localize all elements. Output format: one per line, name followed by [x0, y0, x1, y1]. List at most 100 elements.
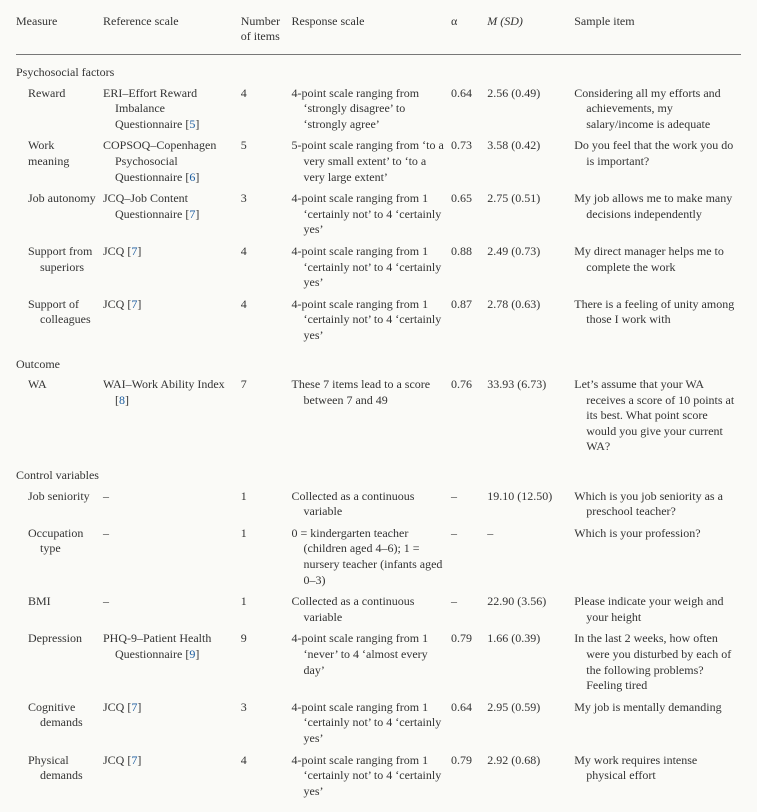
cell-measure: Job seniority: [16, 486, 103, 523]
cell-reference: –: [103, 591, 241, 628]
cell-response: These 7 items lead to a score between 7 …: [292, 374, 452, 458]
cell-items: 1: [241, 486, 292, 523]
cell-items: 4: [241, 294, 292, 347]
cell-sample: In the last 2 weeks, how often were you …: [574, 628, 741, 696]
col-msd: M (SD): [487, 10, 574, 55]
cell-alpha: 0.79: [451, 628, 487, 696]
section-control: Control variables: [16, 458, 741, 486]
cell-measure: WA: [16, 374, 103, 458]
cell-items: 3: [241, 697, 292, 750]
cell-sample: Let’s assume that your WA receives a sco…: [574, 374, 741, 458]
cell-reference: COPSOQ–Copenhagen Psychosocial Questionn…: [103, 135, 241, 188]
cell-measure: Support from superiors: [16, 241, 103, 294]
col-alpha: α: [451, 10, 487, 55]
cell-sample: My job allows me to make many decisions …: [574, 188, 741, 241]
cell-measure: BMI: [16, 591, 103, 628]
cell-measure: Reward: [16, 83, 103, 136]
cell-alpha: –: [451, 523, 487, 591]
cell-measure: Cognitive demands: [16, 697, 103, 750]
cell-items: 4: [241, 241, 292, 294]
measures-table: Measure Reference scale Number of items …: [16, 10, 741, 802]
col-measure: Measure: [16, 10, 103, 55]
cell-response: 0 = kindergarten teacher (children aged …: [292, 523, 452, 591]
table-row: Job autonomy JCQ–Job Content Questionnai…: [16, 188, 741, 241]
cell-measure: Support of colleagues: [16, 294, 103, 347]
cell-items: 1: [241, 523, 292, 591]
table-row: WA WAI–Work Ability Index [8] 7 These 7 …: [16, 374, 741, 458]
cell-reference: –: [103, 523, 241, 591]
cell-reference: WAI–Work Ability Index [8]: [103, 374, 241, 458]
col-reference: Reference scale: [103, 10, 241, 55]
table-row: Job seniority – 1 Collected as a continu…: [16, 486, 741, 523]
cell-reference: JCQ [7]: [103, 697, 241, 750]
section-psychosocial: Psychosocial factors: [16, 55, 741, 83]
cell-reference: –: [103, 486, 241, 523]
cell-reference: ERI–Effort Reward Imbalance Questionnair…: [103, 83, 241, 136]
cell-items: 3: [241, 188, 292, 241]
cell-sample: Which is your profession?: [574, 523, 741, 591]
cell-items: 9: [241, 628, 292, 696]
cell-alpha: 0.87: [451, 294, 487, 347]
cell-alpha: 0.65: [451, 188, 487, 241]
cell-measure: Work meaning: [16, 135, 103, 188]
cell-msd: 2.49 (0.73): [487, 241, 574, 294]
cell-measure: Occupation type: [16, 523, 103, 591]
cell-msd: –: [487, 523, 574, 591]
cell-alpha: 0.64: [451, 83, 487, 136]
cell-response: 4-point scale ranging from 1 ‘never’ to …: [292, 628, 452, 696]
cell-response: Collected as a continuous variable: [292, 591, 452, 628]
cell-items: 7: [241, 374, 292, 458]
cell-msd: 3.58 (0.42): [487, 135, 574, 188]
cell-sample: Do you feel that the work you do is impo…: [574, 135, 741, 188]
cell-msd: 2.95 (0.59): [487, 697, 574, 750]
cell-response: 4-point scale ranging from 1 ‘certainly …: [292, 241, 452, 294]
cell-response: 4-point scale ranging from 1 ‘certainly …: [292, 750, 452, 803]
cell-msd: 1.66 (0.39): [487, 628, 574, 696]
cell-items: 4: [241, 83, 292, 136]
cell-msd: 33.93 (6.73): [487, 374, 574, 458]
table-row: Occupation type – 1 0 = kindergarten tea…: [16, 523, 741, 591]
cell-alpha: 0.79: [451, 750, 487, 803]
cell-reference: JCQ [7]: [103, 750, 241, 803]
cell-measure: Depression: [16, 628, 103, 696]
col-response: Response scale: [292, 10, 452, 55]
table-row: Physical demands JCQ [7] 4 4-point scale…: [16, 750, 741, 803]
cell-alpha: 0.64: [451, 697, 487, 750]
col-items: Number of items: [241, 10, 292, 55]
section-outcome: Outcome: [16, 347, 741, 375]
table-row: BMI – 1 Collected as a continuous variab…: [16, 591, 741, 628]
col-sample: Sample item: [574, 10, 741, 55]
cell-msd: 2.92 (0.68): [487, 750, 574, 803]
table-row: Support of colleagues JCQ [7] 4 4-point …: [16, 294, 741, 347]
cell-msd: 22.90 (3.56): [487, 591, 574, 628]
cell-alpha: 0.76: [451, 374, 487, 458]
cell-measure: Job autonomy: [16, 188, 103, 241]
cell-response: Collected as a continuous variable: [292, 486, 452, 523]
cell-reference: PHQ-9–Patient Health Questionnaire [9]: [103, 628, 241, 696]
cell-response: 4-point scale ranging from 1 ‘certainly …: [292, 294, 452, 347]
cell-items: 5: [241, 135, 292, 188]
table-row: Cognitive demands JCQ [7] 3 4-point scal…: [16, 697, 741, 750]
cell-alpha: –: [451, 591, 487, 628]
cell-alpha: –: [451, 486, 487, 523]
cell-msd: 19.10 (12.50): [487, 486, 574, 523]
cell-items: 1: [241, 591, 292, 628]
cell-measure: Physical demands: [16, 750, 103, 803]
table-row: Support from superiors JCQ [7] 4 4-point…: [16, 241, 741, 294]
table-row: Work meaning COPSOQ–Copenhagen Psychosoc…: [16, 135, 741, 188]
cell-items: 4: [241, 750, 292, 803]
table-row: Reward ERI–Effort Reward Imbalance Quest…: [16, 83, 741, 136]
table-row: Depression PHQ-9–Patient Health Question…: [16, 628, 741, 696]
cell-sample: Please indicate your weigh and your heig…: [574, 591, 741, 628]
cell-msd: 2.78 (0.63): [487, 294, 574, 347]
cell-sample: My job is mentally demanding: [574, 697, 741, 750]
table-header-row: Measure Reference scale Number of items …: [16, 10, 741, 55]
cell-response: 5-point scale ranging from ‘to a very sm…: [292, 135, 452, 188]
cell-alpha: 0.73: [451, 135, 487, 188]
cell-alpha: 0.88: [451, 241, 487, 294]
cell-sample: There is a feeling of unity among those …: [574, 294, 741, 347]
cell-sample: My work requires intense physical effort: [574, 750, 741, 803]
cell-reference: JCQ [7]: [103, 241, 241, 294]
cell-response: 4-point scale ranging from 1 ‘certainly …: [292, 188, 452, 241]
cell-response: 4-point scale ranging from ‘strongly dis…: [292, 83, 452, 136]
